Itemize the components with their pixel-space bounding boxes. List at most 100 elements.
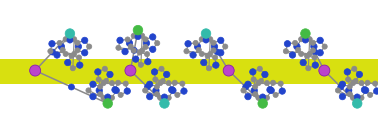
Circle shape — [180, 81, 185, 86]
Circle shape — [63, 37, 68, 42]
Circle shape — [363, 87, 369, 94]
Circle shape — [138, 62, 144, 67]
Circle shape — [170, 87, 176, 94]
Circle shape — [347, 84, 352, 89]
Circle shape — [284, 41, 291, 47]
Circle shape — [128, 44, 133, 49]
Circle shape — [296, 47, 301, 52]
Circle shape — [245, 93, 251, 100]
Circle shape — [184, 49, 189, 54]
Circle shape — [70, 66, 76, 71]
Circle shape — [158, 95, 163, 100]
Circle shape — [57, 40, 62, 45]
Circle shape — [350, 80, 356, 86]
Circle shape — [126, 40, 133, 46]
Circle shape — [251, 87, 257, 94]
Circle shape — [125, 37, 130, 42]
Circle shape — [352, 66, 357, 71]
Circle shape — [194, 43, 201, 50]
Circle shape — [304, 53, 310, 58]
Circle shape — [339, 93, 345, 100]
Circle shape — [273, 92, 278, 98]
Circle shape — [161, 94, 167, 100]
Circle shape — [139, 33, 145, 38]
Circle shape — [90, 81, 96, 87]
Circle shape — [69, 53, 74, 58]
Circle shape — [112, 87, 118, 93]
Circle shape — [113, 87, 119, 94]
Circle shape — [214, 49, 220, 55]
Circle shape — [373, 81, 378, 86]
Circle shape — [199, 51, 204, 57]
Circle shape — [163, 71, 170, 78]
Circle shape — [344, 69, 350, 75]
Circle shape — [76, 55, 82, 60]
Circle shape — [154, 84, 160, 89]
Circle shape — [145, 58, 151, 65]
Circle shape — [101, 80, 106, 86]
Circle shape — [361, 87, 368, 93]
Circle shape — [211, 48, 216, 53]
Circle shape — [101, 95, 106, 100]
Circle shape — [151, 69, 158, 75]
Circle shape — [63, 51, 68, 57]
Circle shape — [102, 66, 107, 71]
Circle shape — [208, 37, 213, 42]
Circle shape — [155, 41, 160, 46]
Circle shape — [319, 65, 330, 76]
Circle shape — [143, 37, 148, 42]
Circle shape — [150, 34, 156, 40]
Circle shape — [345, 87, 352, 94]
Circle shape — [365, 80, 370, 85]
Circle shape — [310, 48, 316, 53]
Circle shape — [125, 65, 136, 76]
Circle shape — [347, 92, 352, 97]
Circle shape — [211, 43, 218, 50]
Circle shape — [49, 41, 55, 47]
Circle shape — [131, 47, 137, 53]
Circle shape — [317, 37, 324, 44]
Circle shape — [98, 92, 103, 97]
Circle shape — [105, 94, 111, 100]
Circle shape — [245, 81, 251, 87]
Circle shape — [71, 51, 77, 57]
Circle shape — [335, 88, 341, 93]
Circle shape — [107, 71, 113, 78]
Circle shape — [175, 92, 180, 98]
Circle shape — [75, 43, 82, 50]
Circle shape — [306, 66, 311, 71]
Circle shape — [211, 40, 216, 45]
Circle shape — [137, 50, 142, 55]
Circle shape — [94, 69, 101, 75]
Circle shape — [65, 29, 75, 38]
Circle shape — [223, 44, 228, 49]
Circle shape — [299, 37, 304, 42]
Circle shape — [75, 40, 80, 45]
Circle shape — [253, 84, 258, 89]
Circle shape — [29, 65, 41, 76]
Circle shape — [241, 88, 246, 93]
Circle shape — [90, 93, 96, 100]
Circle shape — [203, 37, 209, 43]
Circle shape — [68, 84, 74, 90]
Circle shape — [212, 55, 218, 60]
Circle shape — [312, 55, 317, 60]
Circle shape — [48, 49, 53, 54]
Circle shape — [311, 43, 317, 50]
Circle shape — [146, 81, 153, 87]
Circle shape — [312, 62, 319, 68]
Circle shape — [158, 80, 163, 86]
Circle shape — [71, 37, 77, 42]
Circle shape — [249, 69, 256, 75]
Circle shape — [256, 80, 261, 86]
Circle shape — [86, 88, 91, 93]
Circle shape — [223, 65, 234, 76]
Circle shape — [123, 81, 128, 86]
Circle shape — [133, 56, 139, 62]
Circle shape — [294, 43, 300, 50]
Circle shape — [104, 79, 109, 84]
Circle shape — [146, 93, 153, 100]
Circle shape — [131, 48, 136, 53]
Circle shape — [218, 37, 224, 44]
Circle shape — [293, 40, 297, 45]
